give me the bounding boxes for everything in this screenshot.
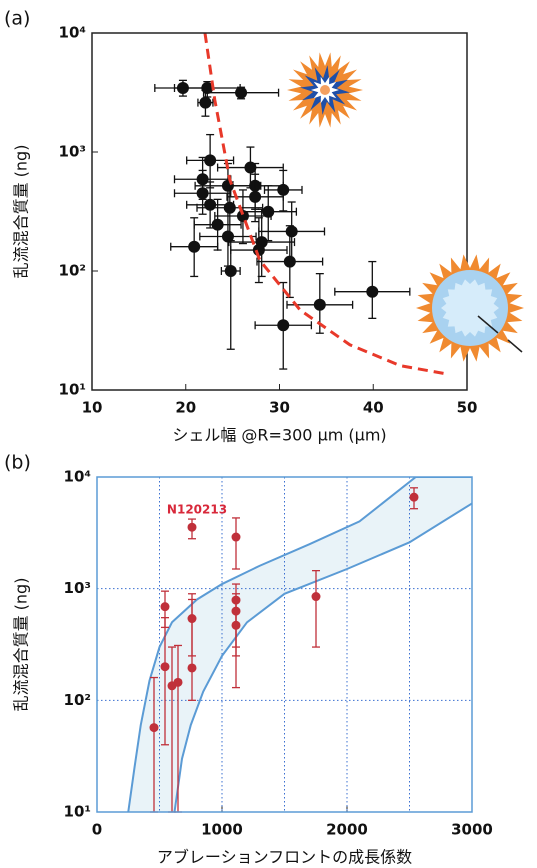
- panel-label: (a): [4, 8, 30, 30]
- x-tick-label: 2000: [326, 821, 368, 839]
- point: [231, 532, 241, 542]
- icon-arrow: [477, 315, 499, 334]
- point: [366, 285, 379, 298]
- point: [173, 677, 183, 687]
- plot-frame: [96, 476, 473, 813]
- x-axis-label: シェル幅 @R=300 μm (μm): [172, 426, 386, 445]
- panel-label: (b): [4, 452, 31, 474]
- point: [196, 187, 209, 200]
- point: [277, 319, 290, 332]
- x-tick-label: 10: [82, 399, 103, 417]
- x-tick-label: 30: [269, 399, 290, 417]
- icon-shape: [320, 85, 330, 95]
- icon-arrow: [507, 339, 523, 353]
- point: [283, 255, 296, 268]
- y-tick-label: 10³: [59, 143, 86, 161]
- y-axis-label: 乱流混合質量 (ng): [12, 578, 31, 712]
- point: [160, 662, 170, 672]
- x-tick-label: 40: [363, 399, 384, 417]
- x-tick-label: 0: [92, 821, 102, 839]
- point: [221, 230, 234, 243]
- point: [187, 663, 197, 673]
- x-tick-label: 50: [457, 399, 478, 417]
- point: [199, 96, 212, 109]
- point: [235, 86, 248, 99]
- point: [311, 592, 321, 602]
- point: [224, 265, 237, 277]
- point: [211, 218, 224, 231]
- point: [244, 161, 257, 174]
- point: [231, 620, 241, 630]
- point: [285, 225, 298, 238]
- band-fill: [128, 477, 472, 812]
- annotation: N120213: [167, 503, 227, 517]
- y-tick-label: 10⁴: [59, 24, 86, 42]
- point: [187, 522, 197, 532]
- y-axis-label: 乱流混合質量 (ng): [12, 145, 31, 279]
- point: [160, 602, 170, 612]
- point: [187, 614, 197, 624]
- point: [204, 198, 217, 211]
- curve: [127, 477, 472, 812]
- point: [149, 723, 159, 733]
- y-tick-label: 10¹: [59, 381, 86, 399]
- y-tick-label: 10²: [64, 691, 91, 709]
- x-tick-label: 3000: [451, 821, 493, 839]
- point: [409, 492, 419, 502]
- point: [249, 190, 262, 203]
- point: [236, 209, 249, 222]
- x-axis-label: アブレーションフロントの成長係数: [157, 848, 412, 867]
- point: [201, 81, 214, 94]
- y-tick-label: 10⁴: [64, 468, 91, 486]
- point: [204, 154, 217, 167]
- point: [277, 183, 290, 196]
- curve: [203, 33, 446, 376]
- plot-frame: [91, 32, 468, 391]
- x-tick-label: 20: [175, 399, 196, 417]
- y-tick-label: 10²: [59, 262, 86, 280]
- point: [188, 240, 201, 253]
- point: [313, 298, 326, 311]
- y-tick-label: 10³: [64, 579, 91, 597]
- x-tick-label: 1000: [201, 821, 243, 839]
- y-tick-label: 10¹: [64, 803, 91, 821]
- curve: [173, 502, 472, 812]
